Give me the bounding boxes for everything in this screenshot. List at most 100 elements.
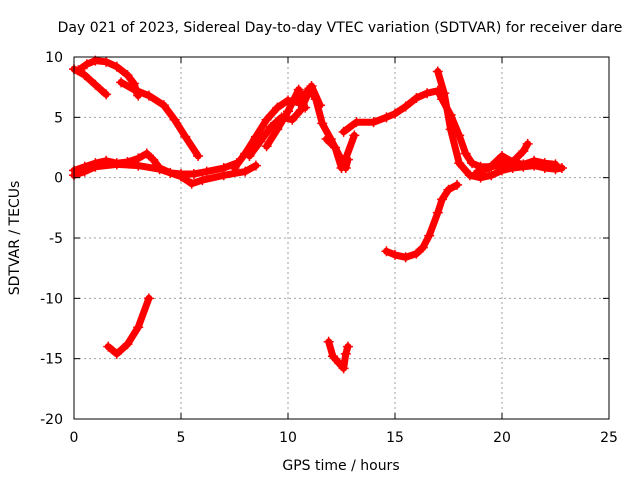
y-tick-label: -10 — [40, 291, 63, 307]
data-point — [122, 70, 133, 81]
data-point — [550, 159, 561, 170]
data-point — [287, 114, 298, 125]
data-point — [432, 207, 443, 218]
data-point — [141, 148, 152, 159]
data-point — [390, 108, 400, 119]
y-tick-label: -15 — [40, 352, 63, 368]
data-point — [186, 178, 197, 189]
data-point — [411, 248, 422, 259]
data-point — [390, 249, 400, 260]
data-point — [422, 88, 433, 99]
series-arc-m — [471, 150, 561, 178]
data-point — [81, 59, 92, 70]
data-point — [454, 158, 465, 169]
data-point — [381, 112, 392, 123]
data-point — [507, 156, 518, 167]
data-point — [432, 66, 443, 77]
data-point — [443, 184, 454, 195]
data-point — [240, 166, 251, 177]
data-point — [556, 163, 567, 174]
data-point — [522, 138, 533, 149]
data-point — [90, 79, 101, 90]
data-point — [400, 252, 411, 263]
x-tick-label: 25 — [600, 430, 618, 446]
data-point — [368, 117, 379, 128]
data-point — [79, 166, 90, 177]
x-tick-labels: 0 5 10 15 20 25 — [70, 430, 618, 446]
x-tick-label: 20 — [493, 430, 511, 446]
data-point — [471, 167, 482, 178]
y-tick-label: 0 — [54, 171, 63, 187]
data-point — [188, 169, 199, 180]
y-tick-label: 5 — [54, 110, 63, 126]
data-point — [464, 170, 475, 181]
data-point — [111, 348, 122, 359]
data-point — [261, 114, 272, 125]
y-tick-labels: -20 -15 -10 -5 0 5 10 — [40, 50, 63, 428]
data-point — [90, 161, 101, 172]
data-point — [244, 150, 255, 161]
series-layer — [69, 55, 567, 374]
data-point — [424, 230, 435, 241]
series-arc-f — [69, 159, 261, 189]
chart-title: Day 021 of 2023, Sidereal Day-to-day VTE… — [58, 20, 623, 36]
data-point — [229, 163, 240, 174]
x-tick-label: 15 — [386, 430, 404, 446]
data-point — [79, 70, 90, 81]
data-point — [122, 339, 133, 350]
data-point — [338, 126, 349, 137]
series-arc-c — [116, 77, 204, 161]
data-point — [317, 118, 328, 129]
data-point — [73, 65, 84, 76]
data-point — [411, 93, 422, 104]
data-point — [497, 165, 507, 176]
series-line — [382, 181, 461, 261]
series-line — [325, 338, 352, 372]
y-tick-label: 10 — [45, 50, 63, 66]
data-point — [158, 100, 169, 111]
series-arc-j — [321, 130, 360, 174]
data-point — [201, 166, 212, 177]
data-point — [336, 163, 347, 174]
data-point — [327, 351, 338, 362]
data-point — [272, 102, 283, 113]
data-point — [437, 194, 448, 205]
data-point — [452, 179, 463, 190]
series-arc-i — [261, 84, 311, 152]
data-point — [340, 153, 351, 164]
x-tick-label: 5 — [177, 430, 186, 446]
data-point — [338, 363, 349, 374]
data-point — [111, 61, 122, 72]
data-point — [349, 130, 360, 141]
series-arc-g — [229, 83, 353, 174]
data-point — [445, 124, 456, 135]
data-point — [342, 341, 353, 352]
series-arc-o — [323, 336, 353, 374]
data-point — [334, 358, 345, 369]
data-point — [460, 148, 471, 159]
data-point — [255, 136, 266, 147]
data-point — [180, 131, 191, 142]
data-point — [306, 80, 317, 91]
data-point — [454, 130, 465, 141]
data-point — [128, 84, 139, 95]
data-point — [351, 117, 362, 128]
data-point — [169, 114, 180, 125]
data-point — [381, 246, 392, 257]
data-point — [250, 160, 261, 171]
data-point — [323, 336, 334, 347]
data-point — [218, 170, 229, 181]
tick-layer — [73, 56, 610, 420]
series-line — [117, 78, 202, 160]
data-point — [300, 102, 311, 113]
data-point — [250, 131, 261, 142]
data-point — [283, 106, 293, 117]
x-axis-label: GPS time / hours — [282, 458, 399, 474]
data-point — [111, 159, 122, 170]
data-point — [197, 175, 208, 186]
data-point — [539, 158, 550, 169]
data-point — [497, 150, 507, 161]
series-line — [104, 294, 153, 358]
data-point — [321, 134, 332, 145]
